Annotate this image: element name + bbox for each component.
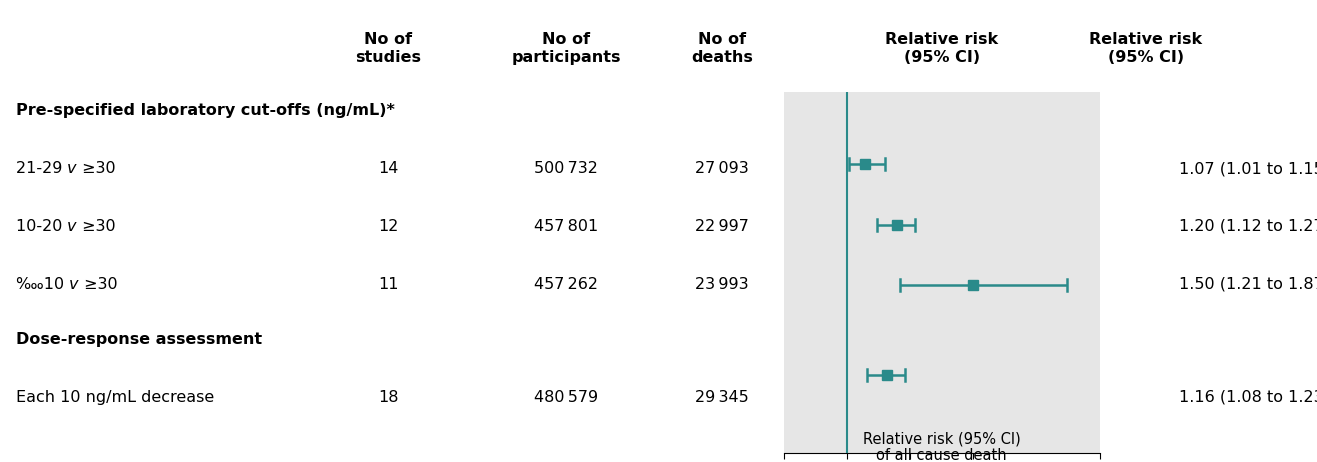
Text: 1.50 (1.21 to 1.87): 1.50 (1.21 to 1.87) [1179,277,1317,292]
Text: v: v [68,277,79,292]
Text: 480 579: 480 579 [535,390,598,405]
Text: 21-29: 21-29 [16,161,67,176]
Text: ≥30: ≥30 [79,277,117,292]
Text: 457 801: 457 801 [535,219,598,234]
Text: No of
participants: No of participants [511,32,622,65]
Text: 457 262: 457 262 [535,277,598,292]
Text: Relative risk
(95% CI): Relative risk (95% CI) [885,32,998,65]
Text: 500 732: 500 732 [535,161,598,176]
Text: Pre-specified laboratory cut-offs (ng/mL)*: Pre-specified laboratory cut-offs (ng/mL… [16,103,395,118]
Text: ≥30: ≥30 [76,219,116,234]
Text: 27 093: 27 093 [695,161,748,176]
Text: 1.07 (1.01 to 1.15): 1.07 (1.01 to 1.15) [1179,161,1317,176]
Text: 11: 11 [378,277,399,292]
Text: Relative risk (95% CI)
of all cause death: Relative risk (95% CI) of all cause deat… [863,431,1021,462]
Text: No of
studies: No of studies [356,32,421,65]
Text: v: v [67,219,76,234]
Text: Dose-response assessment: Dose-response assessment [16,332,262,347]
Text: v: v [67,161,76,176]
Text: 1.16 (1.08 to 1.23): 1.16 (1.08 to 1.23) [1179,390,1317,405]
Text: 10-20: 10-20 [16,219,67,234]
Text: 18: 18 [378,390,399,405]
Text: Relative risk
(95% CI): Relative risk (95% CI) [1089,32,1202,65]
Text: ≥30: ≥30 [76,161,116,176]
Text: 1.20 (1.12 to 1.27): 1.20 (1.12 to 1.27) [1179,219,1317,234]
Text: 29 345: 29 345 [695,390,748,405]
Text: 14: 14 [378,161,399,176]
Text: 22 997: 22 997 [695,219,748,234]
Text: No of
deaths: No of deaths [691,32,752,65]
Text: 12: 12 [378,219,399,234]
Text: 23 993: 23 993 [695,277,748,292]
Text: Each 10 ng/mL decrease: Each 10 ng/mL decrease [16,390,215,405]
Text: ‱10: ‱10 [16,277,68,292]
